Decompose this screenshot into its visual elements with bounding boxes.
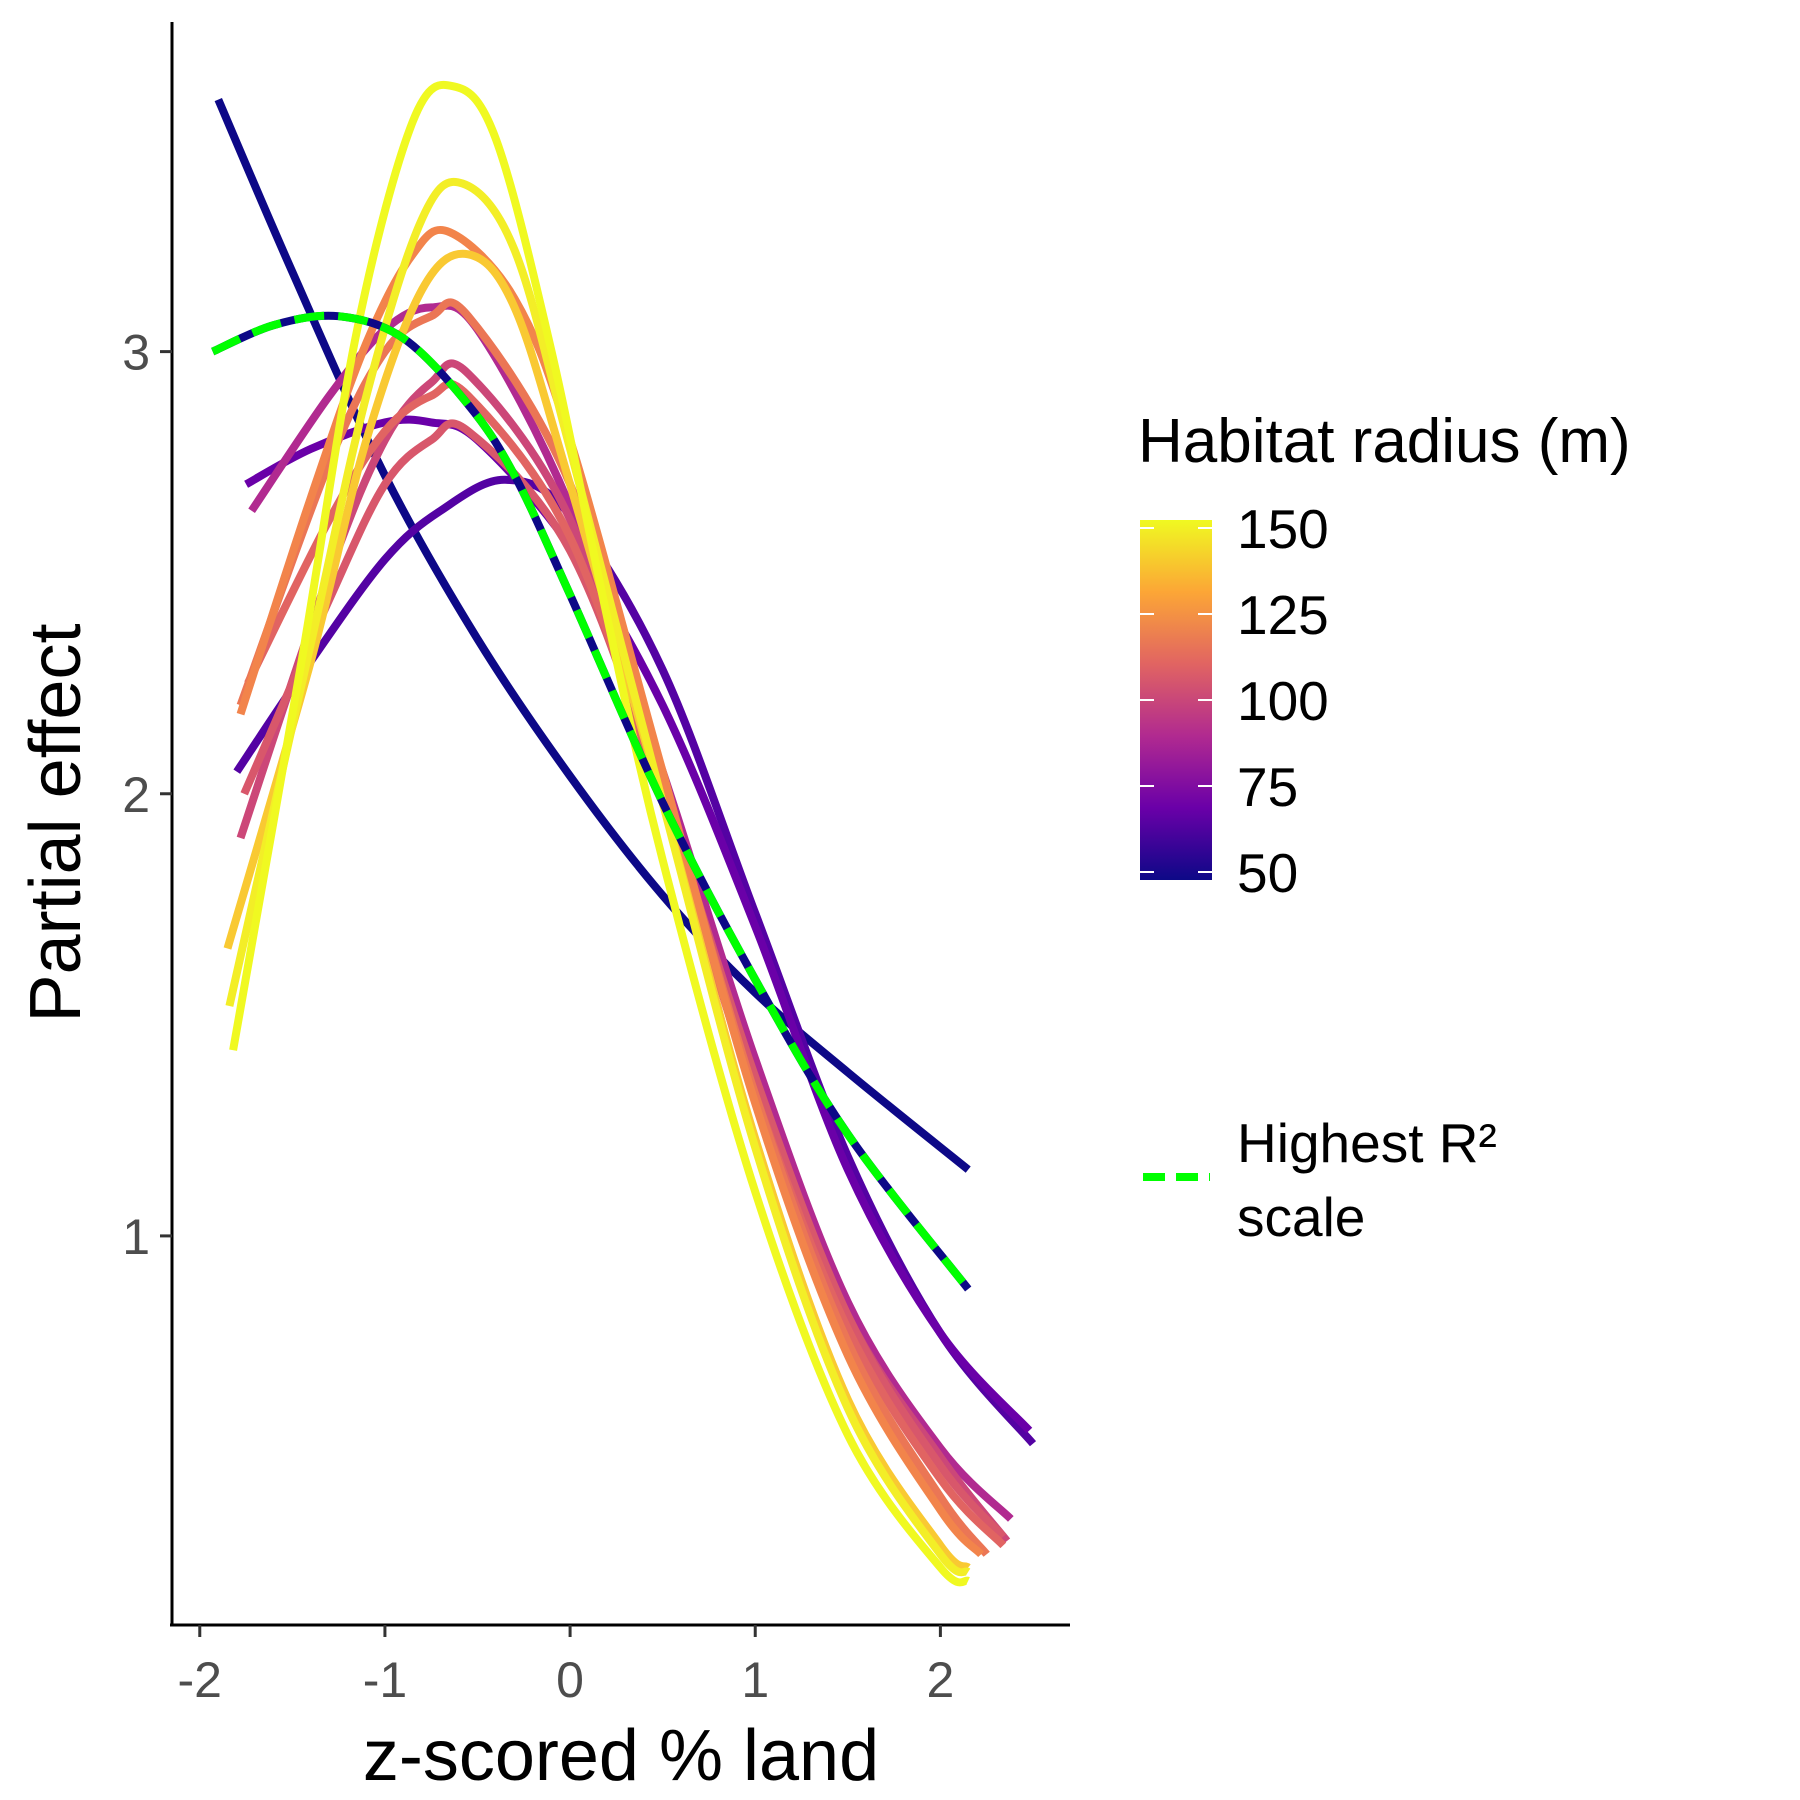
curves	[211, 80, 1037, 1587]
line-legend: Highest R² scale	[1143, 1112, 1497, 1248]
x-ticks: -2 -1 0 1 2	[178, 1625, 954, 1708]
y-tick-label: 3	[122, 325, 150, 381]
x-tick-label: -1	[363, 1652, 407, 1708]
highest-r2-dashed-line	[211, 311, 972, 1292]
x-tick-label: 1	[741, 1652, 769, 1708]
highest-r2-legend-label-line1: Highest R²	[1237, 1112, 1497, 1174]
x-tick-label: 0	[556, 1652, 584, 1708]
y-ticks: 1 2 3	[122, 325, 172, 1265]
y-tick-label: 2	[122, 767, 150, 823]
color-legend-label: 50	[1237, 842, 1298, 904]
series-line-65m-2	[244, 415, 1033, 1434]
x-tick-label: 2	[926, 1652, 954, 1708]
color-legend-ticks: 50 75 100 125 150	[1140, 498, 1329, 904]
color-legend-title: Habitat radius (m)	[1138, 407, 1631, 476]
series-line-145m-10	[225, 177, 971, 1577]
series-line-150m-11	[229, 80, 970, 1587]
color-legend-label: 150	[1237, 498, 1329, 560]
y-tick-label: 1	[122, 1209, 150, 1265]
color-legend-label: 125	[1237, 584, 1329, 646]
y-axis-title: Partial effect	[16, 624, 96, 1023]
color-legend-label: 75	[1237, 756, 1298, 818]
plot-panel: -2 -1 0 1 2 1 2 3	[122, 22, 1070, 1708]
color-legend-label: 100	[1237, 670, 1329, 732]
x-axis-title: z-scored % land	[363, 1716, 879, 1796]
highest-r2-legend-label-line2: scale	[1237, 1186, 1365, 1248]
x-tick-label: -2	[178, 1652, 222, 1708]
color-legend: Habitat radius (m) 50 75 100 125 150	[1138, 407, 1631, 904]
